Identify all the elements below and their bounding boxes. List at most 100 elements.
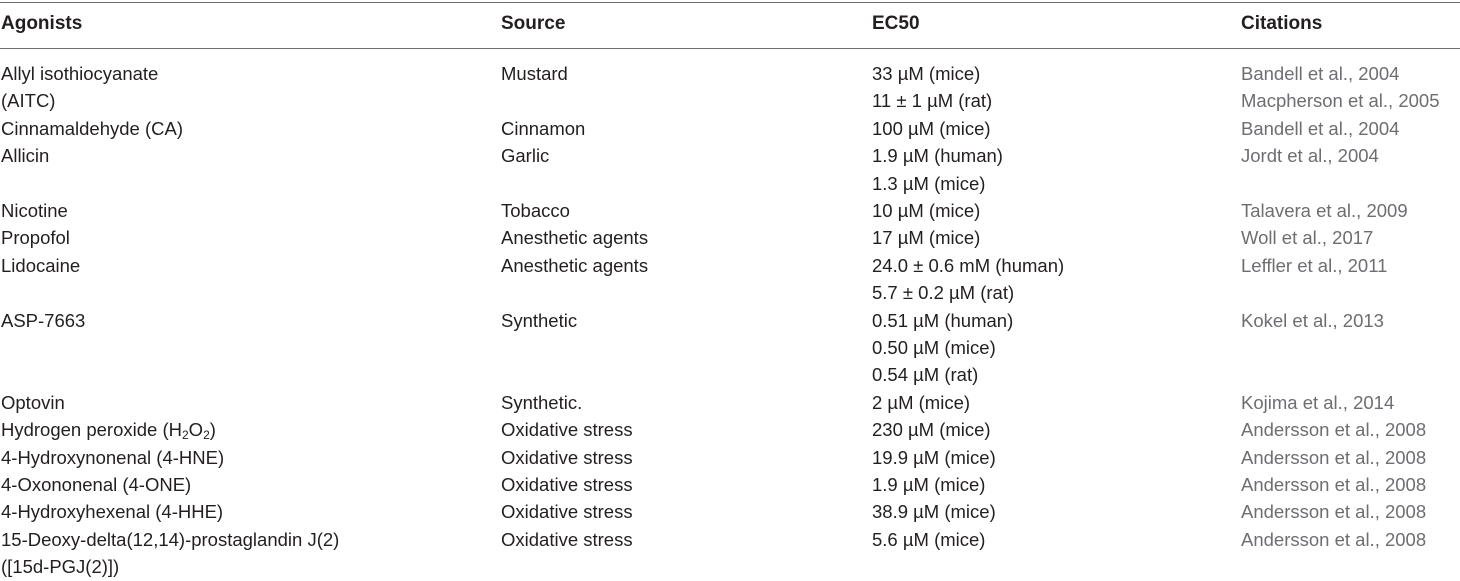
ec50-cell: 24.0 ± 0.6 mM (human) 5.7 ± 0.2 µM (rat): [872, 252, 1064, 307]
cell-line: Synthetic.: [501, 391, 583, 413]
agonist-cell: Hydrogen peroxide (H2O2): [1, 416, 216, 443]
cell-line: Andersson et al., 2008: [1241, 419, 1427, 441]
source-cell: Oxidative stress: [501, 471, 633, 498]
citation-cell: Andersson et al., 2008: [1241, 498, 1426, 525]
table-row: Hydrogen peroxide (H2O2) Oxidative stress…: [0, 416, 1460, 443]
cell-line: Optovin: [1, 391, 65, 413]
cell-line: Cinnamon: [501, 117, 586, 139]
cell-line: Macpherson et al., 2005: [1241, 90, 1440, 112]
cell-line: Synthetic: [501, 309, 578, 331]
cell-line: 15-Deoxy-delta(12,14)-prostaglandin J(2): [1, 528, 340, 550]
table-header-rule: [0, 48, 1460, 49]
header-agonists: Agonists: [1, 13, 83, 34]
cell-line: 17 µM (mice): [872, 227, 981, 249]
table-row: 15-Deoxy-delta(12,14)-prostaglandin J(2)…: [0, 526, 1460, 581]
agonist-cell: Allicin: [1, 142, 49, 169]
cell-line: 24.0 ± 0.6 mM (human): [872, 254, 1065, 276]
cell-line: 11 ± 1 µM (rat): [872, 90, 993, 112]
ec50-cell: 230 µM (mice): [872, 416, 991, 443]
cell-line: Oxidative stress: [501, 473, 633, 495]
cell-line: 4-Hydroxyhexenal (4-HHE): [1, 501, 224, 523]
cell-line: Woll et al., 2017: [1241, 227, 1374, 249]
table-row: Lidocaine Anesthetic agents 24.0 ± 0.6 mM …: [0, 252, 1460, 307]
table-row: Allyl isothiocyanate (AITC) Mustard 33 µM (…: [0, 60, 1460, 115]
citation-cell: Leffler et al., 2011: [1241, 252, 1387, 279]
header-citations: Citations: [1241, 13, 1323, 34]
ec50-cell: 0.51 µM (human) 0.50 µM (mice) 0.54 µM (ra…: [872, 307, 1013, 389]
table-header: Agonists Source EC50 Citations: [0, 0, 1460, 48]
agonist-cell: Allyl isothiocyanate (AITC): [1, 60, 158, 115]
agonist-cell: Propofol: [1, 224, 70, 251]
ec50-cell: 1.9 µM (mice): [872, 471, 985, 498]
citation-cell: Bandell et al., 2004 Macpherson et al., 2…: [1241, 60, 1440, 115]
cell-line: 2 µM (mice): [872, 391, 971, 413]
citation-cell: Kokel et al., 2013: [1241, 307, 1384, 334]
cell-line: (AITC): [1, 90, 56, 112]
agonist-cell: Lidocaine: [1, 252, 80, 279]
citation-cell: Andersson et al., 2008: [1241, 526, 1426, 553]
cell-line: ([15d-PGJ(2)]): [1, 556, 120, 578]
cell-line: Andersson et al., 2008: [1241, 446, 1427, 468]
table-body: Allyl isothiocyanate (AITC) Mustard 33 µM (…: [0, 60, 1460, 581]
cell-line: Hydrogen peroxide (H2O2): [1, 419, 216, 443]
cell-line: ASP-7663: [1, 309, 86, 331]
header-source: Source: [501, 13, 566, 34]
cell-line: 5.6 µM (mice): [872, 528, 986, 550]
cell-line: 0.51 µM (human): [872, 309, 1014, 331]
cell-line: Anesthetic agents: [501, 227, 649, 249]
cell-line: Bandell et al., 2004: [1241, 117, 1400, 139]
cell-line: 0.54 µM (rat): [872, 364, 979, 386]
cell-line: 1.9 µM (mice): [872, 473, 986, 495]
cell-line: 4-Oxononenal (4-ONE): [1, 473, 192, 495]
source-cell: Oxidative stress: [501, 444, 633, 471]
agonist-cell: Optovin: [1, 389, 65, 416]
citation-cell: Andersson et al., 2008: [1241, 416, 1426, 443]
agonist-cell: Cinnamaldehyde (CA): [1, 115, 183, 142]
ec50-cell: 38.9 µM (mice): [872, 498, 996, 525]
cell-line: Talavera et al., 2009: [1241, 199, 1408, 221]
ec50-cell: 2 µM (mice): [872, 389, 970, 416]
cell-line: Leffler et al., 2011: [1241, 254, 1388, 276]
cell-line: 33 µM (mice): [872, 63, 981, 84]
cell-line: Nicotine: [1, 199, 68, 221]
ec50-cell: 100 µM (mice): [872, 115, 991, 142]
agonist-cell: 4-Hydroxyhexenal (4-HHE): [1, 498, 223, 525]
agonist-cell: 4-Hydroxynonenal (4-HNE): [1, 444, 224, 471]
cell-line: Allicin: [1, 145, 50, 167]
table-row: Propofol Anesthetic agents 17 µM (mice) Wol…: [0, 224, 1460, 251]
cell-line: 38.9 µM (mice): [872, 501, 996, 523]
source-cell: Synthetic: [501, 307, 577, 334]
citation-cell: Woll et al., 2017: [1241, 224, 1373, 251]
table-row: Allicin Garlic 1.9 µM (human) 1.3 µM (mice)…: [0, 142, 1460, 197]
source-cell: Oxidative stress: [501, 526, 633, 553]
source-cell: Mustard: [501, 60, 568, 87]
cell-line: 1.9 µM (human): [872, 145, 1003, 167]
table-top-rule: [0, 2, 1460, 3]
cell-line: 230 µM (mice): [872, 419, 991, 441]
source-cell: Anesthetic agents: [501, 252, 648, 279]
agonist-cell: Nicotine: [1, 197, 68, 224]
source-cell: Oxidative stress: [501, 416, 633, 443]
ec50-cell: 33 µM (mice) 11 ± 1 µM (rat): [872, 60, 992, 115]
cell-line: Oxidative stress: [501, 528, 633, 550]
source-cell: Tobacco: [501, 197, 570, 224]
agonist-cell: ASP-7663: [1, 307, 85, 334]
cell-line: Lidocaine: [1, 254, 81, 276]
agonist-cell: 4-Oxononenal (4-ONE): [1, 471, 191, 498]
source-cell: Anesthetic agents: [501, 224, 648, 251]
cell-line: Anesthetic agents: [501, 254, 649, 276]
table-row: Optovin Synthetic. 2 µM (mice) Kojima et al…: [0, 389, 1460, 416]
cell-line: 1.3 µM (mice): [872, 172, 986, 194]
cell-line: 5.7 ± 0.2 µM (rat): [872, 282, 1015, 304]
ec50-cell: 10 µM (mice): [872, 197, 980, 224]
cell-line: Tobacco: [501, 199, 570, 221]
cell-line: 0.50 µM (mice): [872, 336, 996, 358]
cell-line: Garlic: [501, 145, 550, 167]
citation-cell: Talavera et al., 2009: [1241, 197, 1408, 224]
citation-cell: Andersson et al., 2008: [1241, 444, 1426, 471]
table-row: 4-Oxononenal (4-ONE) Oxidative stress 1.9 …: [0, 471, 1460, 498]
cell-line: 10 µM (mice): [872, 199, 981, 221]
agonist-cell: 15-Deoxy-delta(12,14)-prostaglandin J(2)…: [1, 526, 339, 581]
ec50-cell: 17 µM (mice): [872, 224, 980, 251]
source-cell: Synthetic.: [501, 389, 582, 416]
